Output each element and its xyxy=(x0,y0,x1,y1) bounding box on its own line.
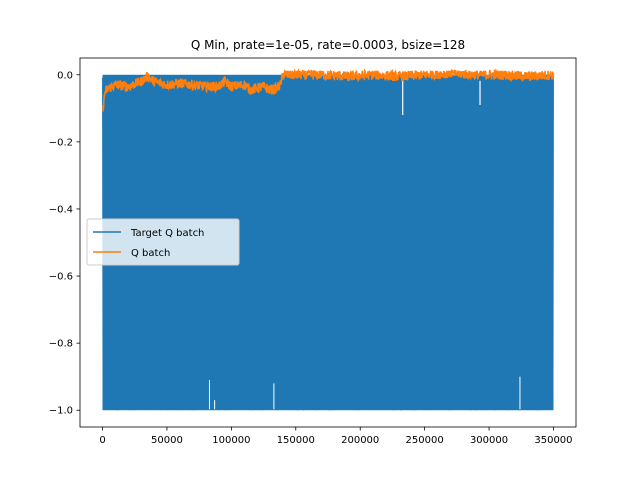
x-tick-label-5: 250000 xyxy=(406,435,444,446)
x-tick-label-3: 150000 xyxy=(277,435,315,446)
y-tick-label-3: −0.6 xyxy=(49,272,73,283)
y-tick-label-1: −0.2 xyxy=(49,137,73,148)
x-tick-label-7: 350000 xyxy=(534,435,572,446)
x-tick-label-6: 300000 xyxy=(470,435,508,446)
x-tick-label-2: 100000 xyxy=(212,435,250,446)
axes: 0 50000 100000 150000 200000 250000 300000 3500… xyxy=(49,57,577,446)
axes-frame xyxy=(79,57,577,428)
legend-box xyxy=(86,218,240,266)
y-tick-label-0: 0.0 xyxy=(57,70,73,81)
y-tick-label-2: −0.4 xyxy=(49,204,73,215)
chart-title: Q Min, prate=1e-05, rate=0.0003, bsize=1… xyxy=(191,38,465,52)
x-tick-label-0: 0 xyxy=(99,435,105,446)
y-tick-label-5: −1.0 xyxy=(49,406,73,417)
x-tick-label-1: 50000 xyxy=(151,435,183,446)
legend: Target Q batch Q batch xyxy=(86,218,240,266)
q-batch-line xyxy=(101,68,555,112)
y-tick-label-4: −0.8 xyxy=(49,339,73,350)
x-tick-label-4: 200000 xyxy=(341,435,379,446)
legend-label-1: Q batch xyxy=(131,248,170,259)
legend-label-0: Target Q batch xyxy=(130,228,204,239)
